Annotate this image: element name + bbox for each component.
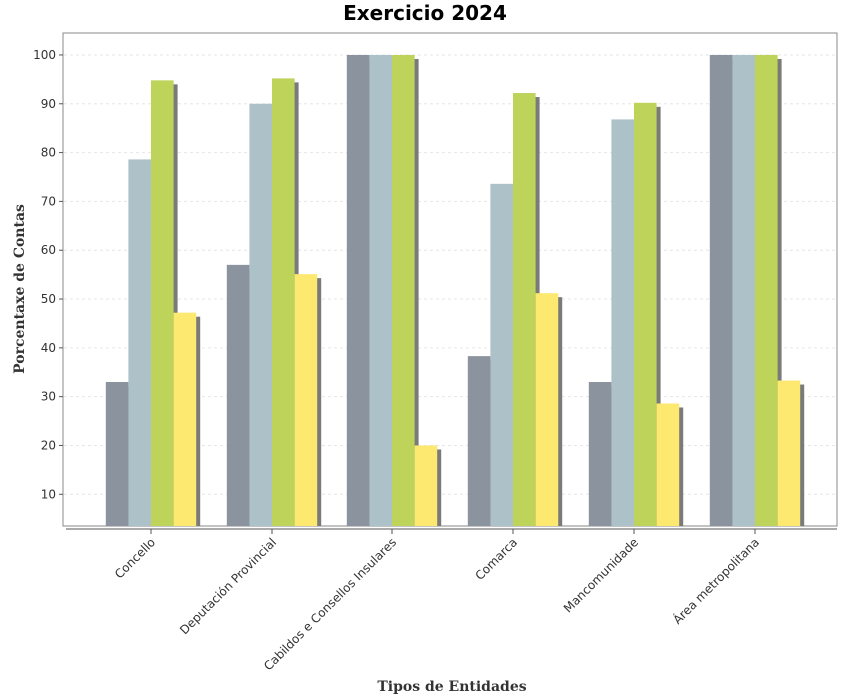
- x-axis-title: Tipos de Entidades: [377, 679, 526, 695]
- x-tick-label: Concello: [112, 535, 158, 581]
- y-tick-label: 30: [41, 390, 56, 404]
- bar: [272, 78, 295, 526]
- bar: [588, 382, 612, 526]
- y-tick-label: 70: [41, 194, 56, 208]
- bar: [414, 445, 438, 526]
- bar: [151, 80, 174, 526]
- y-tick-label: 50: [41, 292, 56, 306]
- y-axis: 10 20 30 40 50 60 70 80 90 100: [33, 48, 63, 501]
- bar: [392, 54, 415, 527]
- bar: [656, 403, 680, 526]
- bar: [346, 54, 370, 527]
- bar: [732, 54, 755, 527]
- bar: [369, 54, 392, 527]
- y-tick-label: 60: [41, 243, 56, 257]
- y-tick-label: 10: [41, 487, 56, 501]
- y-tick-label: 80: [41, 146, 56, 160]
- bar: [294, 274, 318, 526]
- y-axis-title: Porcentaxe de Contas: [12, 204, 28, 374]
- y-tick-label: 20: [41, 438, 56, 452]
- x-tick-label: Mancomunidade: [561, 535, 641, 615]
- y-tick-label: 100: [33, 48, 56, 62]
- x-tick-label: Cabildos e Consellos Insulares: [261, 535, 399, 673]
- bar: [634, 102, 657, 526]
- bar: [611, 119, 634, 526]
- bar: [777, 380, 801, 526]
- bar: [128, 159, 151, 526]
- y-tick-label: 40: [41, 341, 56, 355]
- x-tick-label: Área metropolitana: [670, 535, 763, 628]
- bar: [173, 312, 197, 526]
- x-tick-label: Comarca: [472, 535, 520, 583]
- bar: [105, 382, 129, 526]
- x-tick-label: Deputación Provincial: [177, 535, 279, 637]
- bar: [535, 293, 559, 526]
- bar: [249, 103, 272, 527]
- bar: [226, 264, 250, 526]
- bar: [467, 356, 491, 526]
- bars: [105, 54, 805, 527]
- chart-title: Exercicio 2024: [343, 1, 507, 25]
- bar: [513, 93, 536, 527]
- bar: [490, 183, 513, 526]
- bar: [709, 54, 733, 527]
- bar: [755, 54, 778, 527]
- y-tick-label: 90: [41, 97, 56, 111]
